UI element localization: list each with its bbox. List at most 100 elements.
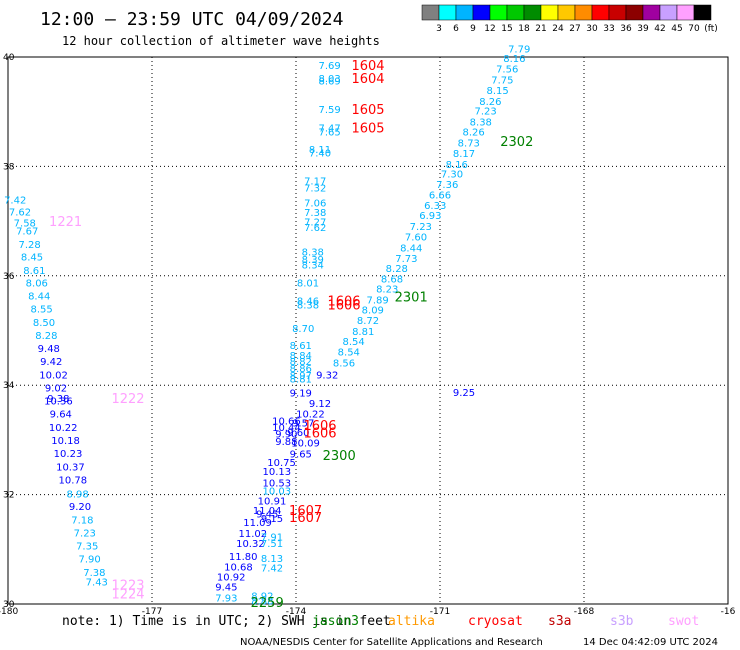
wave-height-value: 8.54 bbox=[338, 347, 360, 358]
wave-height-value: 8.56 bbox=[333, 358, 355, 369]
wave-height-value: 7.36 bbox=[436, 180, 458, 191]
wave-height-value: 9.90 bbox=[275, 429, 297, 440]
wave-height-value: 7.93 bbox=[215, 594, 237, 605]
wave-height-value: 7.32 bbox=[304, 183, 326, 194]
note-text: note: 1) Time is in UTC; 2) SWH is in fe… bbox=[62, 614, 391, 629]
wave-height-value: 8.16 bbox=[446, 160, 468, 171]
wave-height-points: 7.69 8.038.69 7.59 7.477.65 8.117.40 7.177.32… bbox=[4, 44, 530, 607]
wave-height-value: 7.35 bbox=[76, 542, 98, 553]
wave-height-value: 7.23 bbox=[474, 107, 496, 118]
colorbar-label: 27 bbox=[569, 24, 580, 34]
pass-time-label: 1607 bbox=[289, 504, 322, 519]
y-tick-label: 32 bbox=[3, 491, 14, 501]
wave-height-value: 10.44 bbox=[272, 423, 301, 434]
colorbar-label: 39 bbox=[637, 24, 649, 34]
x-tick-label: -16 bbox=[721, 607, 736, 617]
wave-height-value: 7.17 bbox=[304, 177, 326, 188]
wave-height-value: 8.46 bbox=[297, 297, 319, 308]
pass-time-label: 1222 bbox=[111, 392, 144, 407]
wave-height-value: 9.57 bbox=[292, 418, 314, 429]
wave-height-value: 7.75 bbox=[491, 76, 513, 87]
plot-frame bbox=[7, 56, 729, 605]
colorbar-label: 21 bbox=[535, 24, 546, 34]
wave-height-value: 10.37 bbox=[56, 462, 85, 473]
wave-height-value: 8.61 bbox=[23, 266, 45, 277]
wave-height-value: 10.22 bbox=[296, 410, 325, 421]
wave-height-value: 9.42 bbox=[40, 357, 62, 368]
wave-height-value: 10.75 bbox=[267, 458, 296, 469]
wave-height-value: 8.16 bbox=[503, 54, 525, 65]
wave-height-value: 7.38 bbox=[83, 568, 105, 579]
wave-height-value: 10.92 bbox=[217, 573, 246, 584]
pass-time-label: 1605 bbox=[351, 122, 384, 137]
y-tick-label: 38 bbox=[3, 162, 15, 172]
grid-lines bbox=[8, 57, 728, 604]
wave-height-value: 8.92 bbox=[251, 591, 273, 602]
wave-height-value: 8.45 bbox=[21, 253, 43, 264]
colorbar-swatch bbox=[676, 4, 695, 21]
wave-height-value: 8.06 bbox=[26, 278, 48, 289]
chart-subtitle: 12 hour collection of altimeter wave hei… bbox=[62, 34, 380, 48]
wave-height-value: 8.28 bbox=[386, 264, 408, 275]
colorbar-swatch bbox=[438, 4, 457, 21]
colorbar-label: 6 bbox=[453, 24, 459, 34]
wave-height-value: 9.65 bbox=[290, 450, 312, 461]
wave-height-value: 8.97 bbox=[290, 371, 312, 382]
chart-title: 12:00 – 23:59 UTC 04/09/2024 bbox=[40, 9, 343, 30]
wave-height-value: 8.01 bbox=[297, 278, 319, 289]
colorbar-swatch bbox=[557, 4, 576, 21]
colorbar-legend: 3 6 9 12 15 18 21 24 27 30 33 36 39 42 45 70 (ft) bbox=[421, 4, 718, 34]
pass-time-label: 1606 bbox=[327, 298, 360, 313]
y-tick-label: 34 bbox=[3, 381, 15, 391]
wave-height-value: 10.53 bbox=[262, 479, 291, 490]
wave-height-value: 9.88 bbox=[275, 437, 297, 448]
x-tick-label: -174 bbox=[286, 607, 307, 617]
wave-height-value: 8.61 bbox=[290, 341, 312, 352]
wave-height-value: 8.81 bbox=[290, 375, 312, 386]
colorbar-label: 36 bbox=[620, 24, 632, 34]
wave-height-value: 10.23 bbox=[54, 449, 83, 460]
x-tick-label: -180 bbox=[0, 607, 18, 617]
pass-time-label: 1221 bbox=[49, 215, 82, 230]
colorbar-swatch bbox=[591, 4, 610, 21]
y-tick-label: 30 bbox=[3, 600, 15, 610]
wave-height-value: 10.02 bbox=[39, 370, 68, 381]
satellite-legend-s3a: s3a bbox=[548, 614, 571, 629]
wave-height-value: 8.98 bbox=[66, 490, 88, 501]
credit-text: NOAA/NESDIS Center for Satellite Applica… bbox=[240, 637, 543, 648]
wave-height-value: 7.89 bbox=[366, 295, 388, 306]
x-tick-label: -171 bbox=[430, 607, 450, 617]
colorbar-label: 24 bbox=[552, 24, 564, 34]
wave-height-value: 8.34 bbox=[302, 260, 324, 271]
wave-height-value: 8.39 bbox=[302, 255, 324, 266]
wave-height-value: 9.38 bbox=[47, 394, 69, 405]
colorbar-swatch bbox=[540, 4, 559, 21]
wave-height-value: 6.33 bbox=[424, 201, 446, 212]
wave-height-value: 8.68 bbox=[381, 275, 403, 286]
wave-height-value: 7.23 bbox=[410, 222, 432, 233]
wave-height-value: 9.60 bbox=[287, 428, 309, 439]
colorbar-label: 12 bbox=[484, 24, 495, 34]
timestamp-text: 14 Dec 04:42:09 UTC 2024 bbox=[583, 637, 718, 648]
wave-height-value: 10.03 bbox=[262, 486, 291, 497]
wave-height-value: 10.78 bbox=[58, 475, 87, 486]
colorbar-swatch bbox=[506, 4, 525, 21]
wave-height-value: 8.50 bbox=[33, 318, 55, 329]
pass-time-label: 1607 bbox=[289, 511, 322, 526]
wave-height-value: 10.09 bbox=[291, 439, 320, 450]
wave-height-value: 10.18 bbox=[51, 436, 80, 447]
satellite-legend-jason3: jason3 bbox=[312, 614, 359, 629]
wave-height-value: 8.84 bbox=[290, 351, 312, 362]
pass-time-label: 1606 bbox=[327, 295, 360, 310]
wave-height-value: 7.62 bbox=[304, 223, 326, 234]
colorbar-swatch bbox=[523, 4, 542, 21]
y-tick-label: 36 bbox=[3, 272, 15, 282]
wave-height-value: 8.72 bbox=[357, 316, 379, 327]
wave-height-value: 7.47 bbox=[318, 124, 340, 135]
wave-height-value: 9.32 bbox=[316, 370, 338, 381]
wave-height-value: 9.45 bbox=[215, 583, 237, 594]
pass-time-label: 2301 bbox=[395, 291, 428, 306]
wave-height-value: 10.36 bbox=[44, 397, 73, 408]
note-prefix: note: 1) Time is in UTC; 2) SWH is in fe… bbox=[62, 614, 391, 629]
wave-height-value: 7.73 bbox=[395, 254, 417, 265]
